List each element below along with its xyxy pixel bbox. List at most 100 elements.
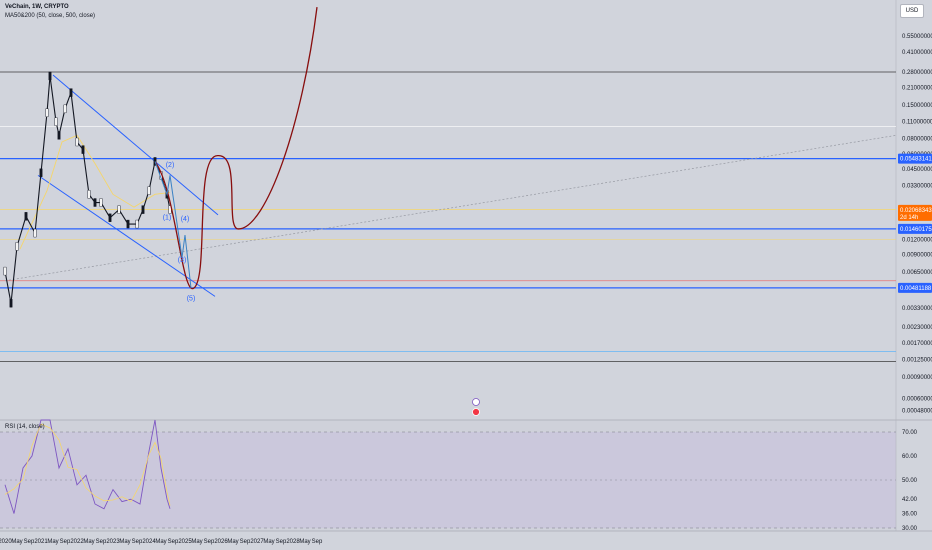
price-candle [75,137,79,147]
rsi-tick-label: 60.00 [902,454,918,460]
y-tick-label: 0.00060000 [902,396,932,402]
x-tick-label: May [47,539,58,545]
rsi-tick-label: 70.00 [902,430,918,436]
x-tick-label: 2021 [34,539,48,545]
rsi-legend[interactable]: RSI (14, close) [5,424,45,430]
y-tick-label: 0.00330000 [902,306,932,312]
lower-level-tag: 0.00481188 [900,286,932,292]
y-tick-label: 0.00048000 [902,408,932,414]
price-candle [126,219,130,229]
y-tick-label: 0.00230000 [902,325,932,331]
y-tick-label: 0.00170000 [902,341,932,347]
x-tick-label: 2022 [70,539,84,545]
y-tick-label: 0.01200000 [902,237,932,243]
x-tick-label: 2024 [142,539,156,545]
price-candle [9,299,13,308]
price-candle [117,205,121,214]
y-tick-label: 0.00125000 [902,357,932,363]
price-candle [147,186,151,195]
x-tick-label: May [119,539,130,545]
lower-level-tag-box [898,282,932,293]
price-candle [15,242,19,251]
y-tick-label: 0.04500000 [902,167,932,173]
x-tick-label: May [299,539,310,545]
x-tick-label: Sep [168,539,179,545]
x-tick-label: May [155,539,166,545]
y-tick-label: 0.55000000 [902,34,932,40]
price-candle [141,205,145,214]
price-candle [33,228,37,238]
x-tick-label: 2028 [286,539,300,545]
y-tick-label: 0.08000000 [902,137,932,143]
rsi-tick-label: 42.00 [902,497,918,503]
x-tick-label: May [263,539,274,545]
x-tick-label: Sep [240,539,251,545]
price-candle [81,145,85,154]
price-candle [48,71,52,81]
rsi-line [4,419,171,514]
projection-path [154,7,318,289]
countdown-tag: 2d 14h [900,215,918,221]
x-tick-label: May [11,539,22,545]
x-tick-label: 2026 [214,539,228,545]
x-tick-label: Sep [132,539,143,545]
x-tick-label: Sep [24,539,35,545]
x-tick-label: May [83,539,94,545]
price-candle [87,190,91,199]
wave-label: (1) [163,214,172,221]
price-candle [54,117,58,126]
price-candle [135,219,139,229]
x-tick-label: 2027 [250,539,264,545]
chart-title[interactable]: VeChain, 1W, CRYPTO [5,4,69,10]
middle-level-tag-box [898,223,932,234]
x-tick-label: Sep [96,539,107,545]
price-candle [93,198,97,207]
price-candle [3,266,7,276]
x-tick-label: May [227,539,238,545]
price-candle [108,213,112,222]
middle-level-tag: 0.01460175 [900,227,932,233]
x-tick-label: Sep [276,539,287,545]
rsi-tick-label: 50.00 [902,478,918,484]
wave-label: (5) [187,295,196,302]
rsi-tick-label: 36.00 [902,512,918,518]
x-tick-label: Sep [312,539,323,545]
y-tick-label: 0.00090000 [902,375,932,381]
y-tick-label: 0.41000000 [902,50,932,56]
price-candle [24,212,28,221]
current-price-tag: 0.02068343 [900,208,932,214]
y-tick-label: 0.00650000 [902,270,932,276]
price-series [4,75,171,304]
channel-upper [52,74,219,216]
y-tick-label: 0.21000000 [902,85,932,91]
x-tick-label: 2020 [0,539,12,545]
x-tick-label: Sep [60,539,71,545]
y-tick-label: 0.00900000 [902,253,932,259]
rsi-tick-label: 30.00 [902,526,918,532]
price-candle [99,198,103,207]
moving-average [19,134,171,250]
x-tick-label: May [191,539,202,545]
wave-path [154,161,192,289]
y-tick-label: 0.11000000 [902,120,932,126]
y-tick-label: 0.03300000 [902,184,932,190]
x-tick-label: Sep [204,539,215,545]
currency-button[interactable]: USD [900,4,924,18]
upper-level-tag-box [898,153,932,164]
wave-label: (4) [181,216,190,223]
long-trendline [4,134,897,282]
y-tick-label: 0.28000000 [902,70,932,76]
x-tick-label: 2025 [178,539,192,545]
price-candle [45,108,49,117]
price-candle [57,131,61,140]
indicator-legend[interactable]: MA50&200 (50, close, 500, close) [5,13,96,19]
price-candle [39,168,43,177]
earnings-marker-icon [472,408,480,416]
current-price-box [898,204,932,221]
channel-lower [37,174,216,297]
y-tick-label: 0.15000000 [902,103,932,109]
wave-label: (3) [178,257,187,264]
event-marker-icon [472,398,480,406]
